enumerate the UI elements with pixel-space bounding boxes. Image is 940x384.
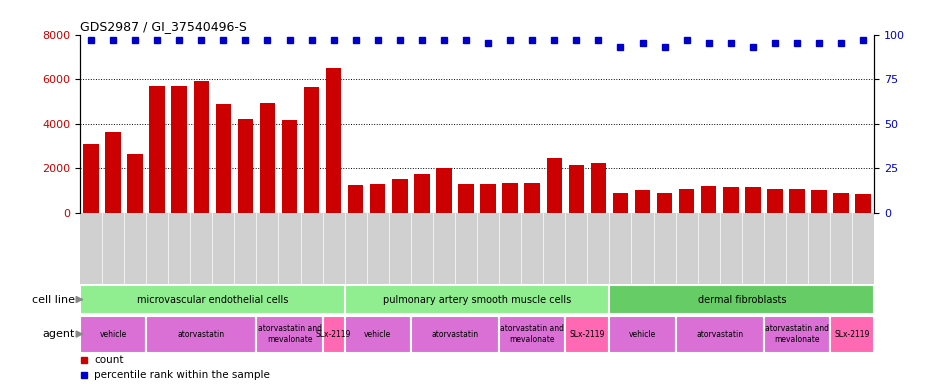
Text: SLx-2119: SLx-2119 bbox=[316, 329, 352, 339]
Bar bbox=[84, 144, 99, 213]
Bar bbox=[345, 285, 609, 314]
Bar bbox=[415, 174, 430, 213]
Bar bbox=[80, 316, 146, 353]
Text: cell line: cell line bbox=[32, 295, 75, 305]
Text: atorvastatin: atorvastatin bbox=[178, 329, 225, 339]
Bar bbox=[348, 185, 364, 213]
Bar bbox=[546, 159, 562, 213]
Text: percentile rank within the sample: percentile rank within the sample bbox=[94, 370, 270, 380]
Bar bbox=[238, 119, 253, 213]
Bar bbox=[830, 316, 874, 353]
Text: atorvastatin and
mevalonate: atorvastatin and mevalonate bbox=[765, 324, 829, 344]
Bar bbox=[171, 86, 187, 213]
Bar bbox=[525, 183, 540, 213]
Bar bbox=[326, 68, 341, 213]
Bar bbox=[834, 193, 849, 213]
Bar bbox=[701, 186, 716, 213]
Bar bbox=[282, 121, 297, 213]
Bar bbox=[257, 316, 322, 353]
Bar bbox=[127, 154, 143, 213]
Text: atorvastatin: atorvastatin bbox=[431, 329, 478, 339]
Bar bbox=[194, 81, 209, 213]
Bar bbox=[105, 132, 120, 213]
Bar bbox=[569, 165, 584, 213]
Bar bbox=[411, 316, 499, 353]
Bar bbox=[767, 189, 783, 213]
Bar bbox=[657, 193, 672, 213]
Bar bbox=[370, 184, 385, 213]
Bar bbox=[322, 316, 345, 353]
Bar bbox=[459, 184, 474, 213]
Text: SLx-2119: SLx-2119 bbox=[570, 329, 605, 339]
Bar bbox=[676, 316, 764, 353]
Bar bbox=[811, 190, 827, 213]
Bar bbox=[679, 189, 695, 213]
Bar bbox=[634, 190, 650, 213]
Text: pulmonary artery smooth muscle cells: pulmonary artery smooth muscle cells bbox=[383, 295, 572, 305]
Bar bbox=[855, 194, 870, 213]
Bar bbox=[80, 285, 345, 314]
Bar bbox=[790, 189, 805, 213]
Text: count: count bbox=[94, 355, 124, 365]
Bar bbox=[259, 103, 275, 213]
Text: GDS2987 / GI_37540496-S: GDS2987 / GI_37540496-S bbox=[80, 20, 247, 33]
Bar bbox=[499, 316, 565, 353]
Text: atorvastatin and
mevalonate: atorvastatin and mevalonate bbox=[500, 324, 564, 344]
Bar bbox=[149, 86, 164, 213]
Text: agent: agent bbox=[43, 329, 75, 339]
Bar bbox=[146, 316, 257, 353]
Bar bbox=[392, 179, 408, 213]
Bar bbox=[480, 184, 495, 213]
Text: vehicle: vehicle bbox=[629, 329, 656, 339]
Bar bbox=[590, 163, 606, 213]
Text: vehicle: vehicle bbox=[364, 329, 391, 339]
Bar bbox=[436, 169, 452, 213]
Bar bbox=[502, 183, 518, 213]
Bar bbox=[764, 316, 830, 353]
Bar bbox=[304, 87, 320, 213]
Bar bbox=[609, 285, 874, 314]
Text: SLx-2119: SLx-2119 bbox=[835, 329, 870, 339]
Bar bbox=[345, 316, 411, 353]
Bar bbox=[565, 316, 609, 353]
Bar bbox=[745, 187, 760, 213]
Bar bbox=[215, 104, 231, 213]
Bar bbox=[613, 193, 628, 213]
Text: atorvastatin and
mevalonate: atorvastatin and mevalonate bbox=[258, 324, 321, 344]
Text: atorvastatin: atorvastatin bbox=[697, 329, 744, 339]
Text: vehicle: vehicle bbox=[100, 329, 127, 339]
Bar bbox=[609, 316, 676, 353]
Bar bbox=[723, 187, 739, 213]
Text: microvascular endothelial cells: microvascular endothelial cells bbox=[136, 295, 288, 305]
Text: dermal fibroblasts: dermal fibroblasts bbox=[697, 295, 786, 305]
